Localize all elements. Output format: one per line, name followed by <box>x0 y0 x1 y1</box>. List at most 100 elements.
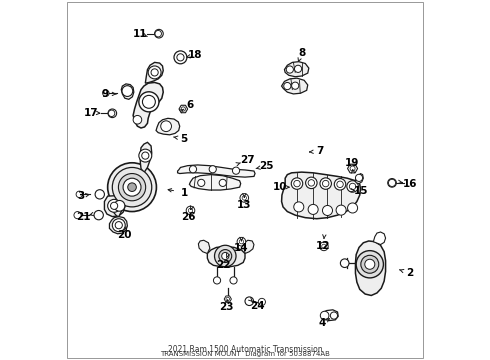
Polygon shape <box>140 142 152 173</box>
Polygon shape <box>104 196 125 217</box>
Circle shape <box>284 82 291 90</box>
Text: 6: 6 <box>187 100 194 110</box>
Text: 27: 27 <box>241 155 255 165</box>
Circle shape <box>239 239 244 244</box>
Circle shape <box>102 90 109 96</box>
Polygon shape <box>122 84 134 99</box>
Text: 9: 9 <box>101 89 109 99</box>
Circle shape <box>197 179 205 186</box>
Circle shape <box>188 208 193 213</box>
Circle shape <box>133 116 142 124</box>
Polygon shape <box>355 241 386 296</box>
Polygon shape <box>146 62 163 83</box>
Circle shape <box>76 191 82 198</box>
Text: 24: 24 <box>250 301 265 311</box>
Polygon shape <box>156 118 180 135</box>
Circle shape <box>151 69 158 76</box>
Text: 2: 2 <box>406 268 414 278</box>
Circle shape <box>337 181 343 188</box>
Text: 14: 14 <box>234 243 249 253</box>
Text: 19: 19 <box>344 158 359 168</box>
Circle shape <box>226 297 230 301</box>
Circle shape <box>119 174 146 201</box>
Circle shape <box>232 167 240 174</box>
Circle shape <box>161 121 171 132</box>
Circle shape <box>215 245 236 267</box>
Circle shape <box>111 202 118 210</box>
Text: 15: 15 <box>354 186 369 197</box>
Text: TRANSMISSION MOUNT  Diagram for 5038874AB: TRANSMISSION MOUNT Diagram for 5038874AB <box>160 351 330 357</box>
Circle shape <box>347 203 358 213</box>
Polygon shape <box>321 310 338 320</box>
Text: 2021 Ram 1500 Automatic Transmission: 2021 Ram 1500 Automatic Transmission <box>168 345 322 354</box>
Circle shape <box>221 252 229 260</box>
Circle shape <box>292 82 299 89</box>
Polygon shape <box>373 232 386 244</box>
Circle shape <box>291 178 303 189</box>
Text: 16: 16 <box>403 179 417 189</box>
Polygon shape <box>245 240 254 253</box>
Text: 3: 3 <box>77 191 84 201</box>
Circle shape <box>320 178 331 189</box>
Circle shape <box>349 183 356 190</box>
Circle shape <box>95 190 104 199</box>
Circle shape <box>74 212 81 219</box>
Circle shape <box>112 167 152 207</box>
Polygon shape <box>282 78 308 94</box>
Circle shape <box>128 183 136 192</box>
Circle shape <box>294 65 302 72</box>
Circle shape <box>209 166 216 173</box>
Circle shape <box>108 199 121 212</box>
Text: 12: 12 <box>316 241 330 251</box>
Circle shape <box>186 206 195 215</box>
Text: 10: 10 <box>273 182 288 192</box>
Text: 25: 25 <box>259 161 274 171</box>
Circle shape <box>388 179 396 187</box>
Polygon shape <box>109 217 127 234</box>
Circle shape <box>155 31 161 37</box>
Circle shape <box>322 180 329 187</box>
Circle shape <box>242 196 246 200</box>
Circle shape <box>108 163 156 212</box>
Circle shape <box>108 110 115 117</box>
Polygon shape <box>177 165 255 177</box>
Text: 20: 20 <box>118 230 132 239</box>
Circle shape <box>322 244 326 248</box>
Circle shape <box>365 259 375 269</box>
Text: 5: 5 <box>180 134 188 144</box>
Circle shape <box>181 107 186 111</box>
Circle shape <box>330 312 338 319</box>
Circle shape <box>306 177 317 189</box>
Circle shape <box>219 249 232 262</box>
Circle shape <box>122 86 133 96</box>
Circle shape <box>142 152 149 159</box>
Circle shape <box>361 255 379 273</box>
Text: 7: 7 <box>317 146 324 156</box>
Text: 26: 26 <box>181 212 196 221</box>
Circle shape <box>155 30 163 38</box>
Circle shape <box>389 179 395 186</box>
Circle shape <box>143 95 155 108</box>
Circle shape <box>190 166 196 173</box>
Circle shape <box>139 92 159 112</box>
Text: 13: 13 <box>237 200 251 210</box>
Polygon shape <box>282 172 361 219</box>
Circle shape <box>308 204 318 215</box>
Polygon shape <box>133 82 163 128</box>
Polygon shape <box>198 240 210 253</box>
Polygon shape <box>347 164 358 173</box>
Circle shape <box>334 179 346 190</box>
Circle shape <box>350 166 355 171</box>
Polygon shape <box>285 62 309 77</box>
Text: 4: 4 <box>318 319 326 328</box>
Polygon shape <box>112 196 127 217</box>
Circle shape <box>115 222 122 229</box>
Text: 11: 11 <box>133 29 147 39</box>
Circle shape <box>347 181 358 192</box>
Circle shape <box>245 297 254 306</box>
Circle shape <box>319 242 328 251</box>
Circle shape <box>322 206 333 216</box>
Circle shape <box>177 54 184 61</box>
Circle shape <box>174 51 187 64</box>
Circle shape <box>336 205 346 215</box>
